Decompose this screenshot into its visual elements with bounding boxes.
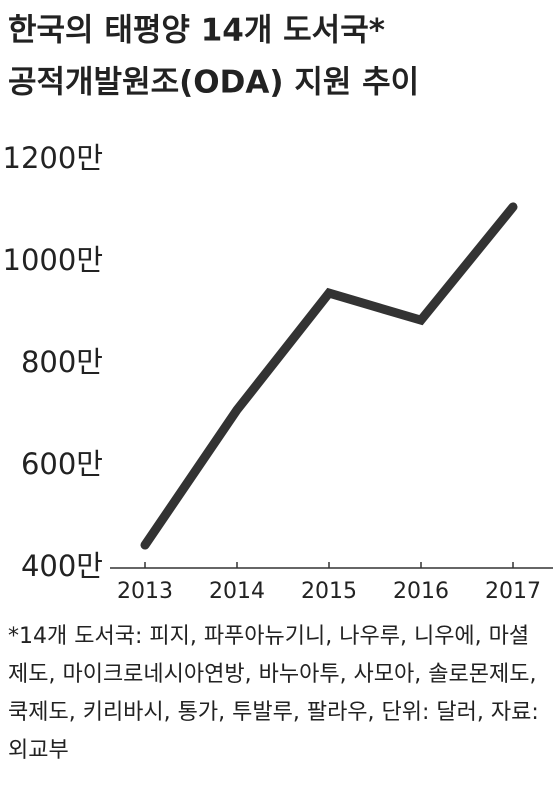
y-tick-label: 400만 (21, 549, 103, 583)
x-tick-label: 2013 (117, 579, 173, 604)
line (140, 202, 518, 550)
chart: 한국의 태평양 14개 도서국* 공적개발원조(ODA) 지원 추이 400만 6… (3, 13, 553, 604)
y-tick-label: 1200만 (3, 141, 103, 175)
x-tick-label: 2015 (301, 579, 357, 604)
y-tick-label: 1000만 (3, 243, 103, 277)
y-tick-label: 800만 (21, 345, 103, 379)
y-tick-label: 600만 (21, 447, 103, 481)
footnote: *14개 도서국: 피지, 파푸아뉴기니, 나우루, 니우에, 마셜제도, 마이… (8, 624, 539, 763)
chart-title: 한국의 태평양 14개 도서국* (8, 13, 385, 49)
x-tick-label: 2017 (485, 579, 541, 604)
x-tick-label: 2016 (393, 579, 449, 604)
x-tick-label: 2014 (209, 579, 265, 604)
chart-title: 공적개발원조(ODA) 지원 추이 (8, 65, 419, 101)
